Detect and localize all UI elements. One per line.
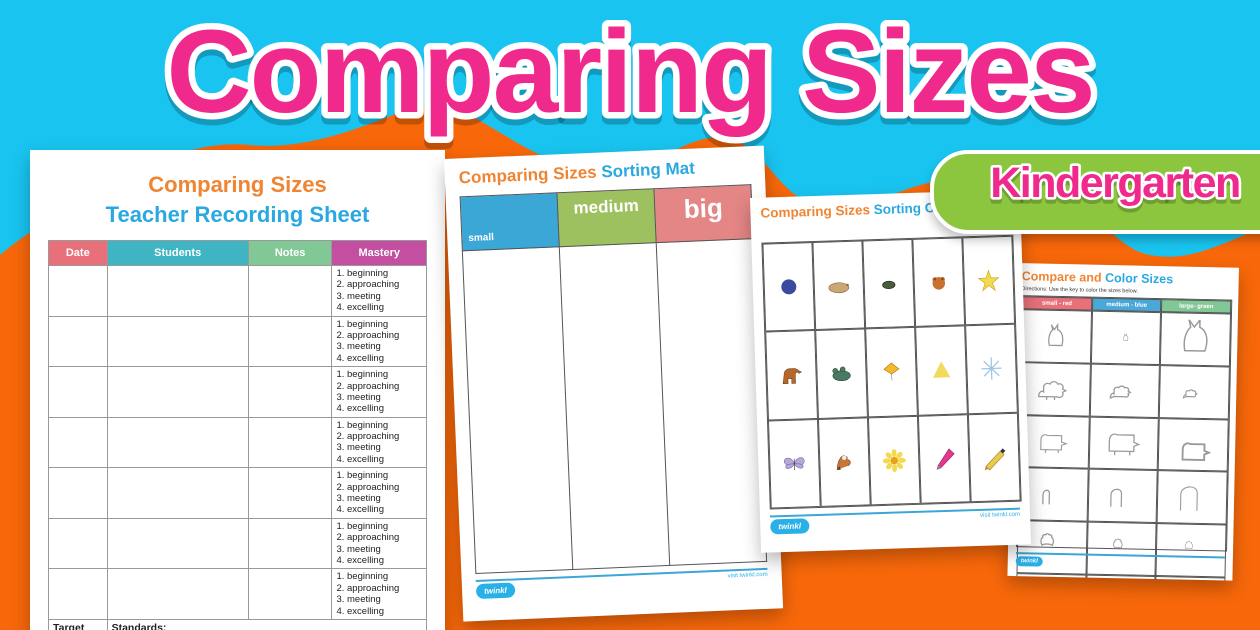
- svg-text:Kindergarten: Kindergarten: [990, 159, 1240, 207]
- svg-text:Comparing Sizes: Comparing Sizes: [166, 6, 1093, 138]
